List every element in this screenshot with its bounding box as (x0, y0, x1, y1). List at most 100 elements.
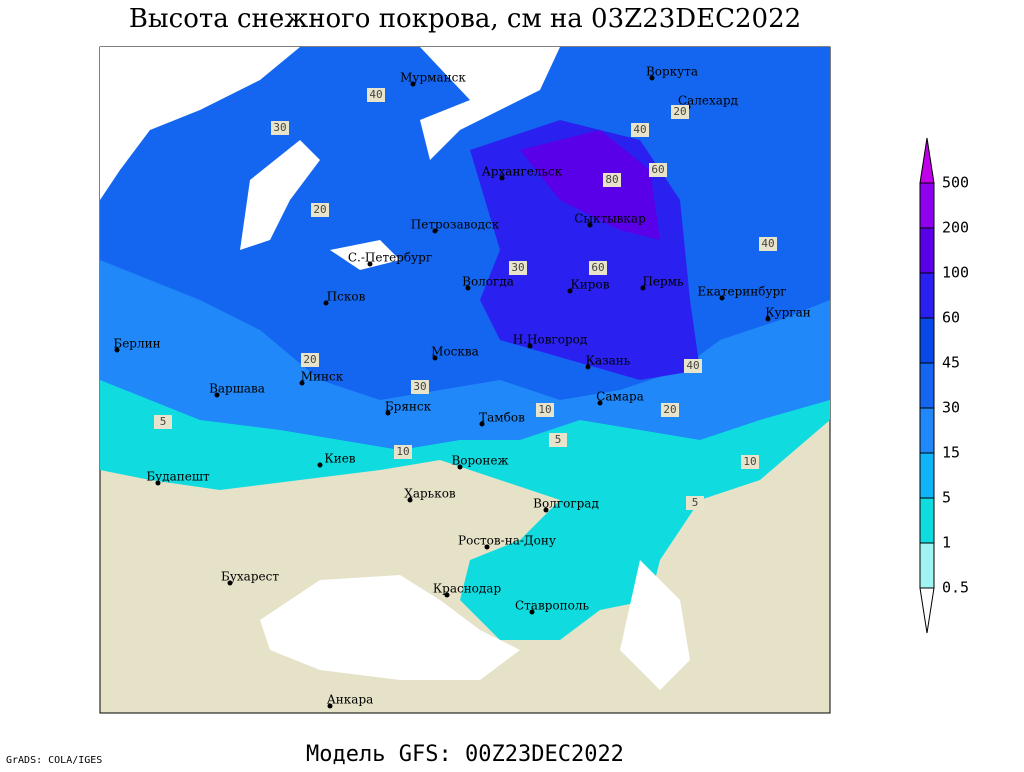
city-dot (432, 355, 438, 361)
city-dot (479, 421, 485, 427)
contour-label: 80 (605, 173, 618, 186)
colorbar-label: 200 (942, 219, 969, 237)
city-label: Харьков (404, 487, 456, 501)
city-dot (587, 222, 593, 228)
city-dot (529, 609, 535, 615)
colorbar-band (919, 227, 935, 274)
colorbar-label: 100 (942, 264, 969, 282)
city-label: Краснодар (433, 582, 502, 596)
city-dot (299, 380, 305, 386)
city-label: Салехард (678, 94, 738, 108)
city-label: Петрозаводск (411, 218, 500, 232)
contour-label-bg (509, 261, 527, 275)
contour-label-bg (741, 455, 759, 469)
colorbar-label: 45 (942, 354, 960, 372)
colorbar-band (919, 182, 935, 229)
city-label: Мурманск (400, 71, 466, 85)
city-dot (385, 410, 391, 416)
contour-label-bg (271, 121, 289, 135)
colorbar-band (919, 542, 935, 589)
city-dot (407, 497, 413, 503)
contour-label-bg (684, 359, 702, 373)
city-dot (457, 464, 463, 470)
colorbar-band (919, 317, 935, 364)
colorbar: 500 200 100 60 45 30 15 5 1 0.5 (919, 137, 969, 634)
contour-label-bg (549, 433, 567, 447)
contour-label: 40 (761, 237, 774, 250)
colorbar-bottom (919, 587, 935, 634)
caspian-sea (620, 560, 690, 690)
colorbar-label: 1 (942, 534, 951, 552)
city-dot (484, 544, 490, 550)
colorbar-band (919, 362, 935, 409)
contour-label: 40 (686, 359, 699, 372)
city-dot (465, 285, 471, 291)
city-label: Пермь (642, 275, 684, 289)
credit: GrADS: COLA/IGES (6, 755, 102, 766)
contour-label: 40 (633, 123, 646, 136)
city-label: Самара (596, 390, 644, 404)
contour-label-bg (603, 173, 621, 187)
contour-label-bg (301, 353, 319, 367)
city-label: Волгоград (533, 497, 599, 511)
city-dot (214, 392, 220, 398)
city-label: Псков (327, 290, 366, 304)
contour-label: 5 (160, 415, 167, 428)
city-dot (640, 285, 646, 291)
colorbar-band (919, 407, 935, 454)
contour-label: 30 (273, 121, 286, 134)
contour-label-bg (631, 123, 649, 137)
city-dot (649, 75, 655, 81)
colorbar-label: 0.5 (942, 579, 969, 597)
contour-label-bg (311, 203, 329, 217)
contour-label-bg (154, 415, 172, 429)
city-dot (527, 343, 533, 349)
city-label: Н.Новгород (513, 333, 588, 347)
black-sea (260, 575, 520, 680)
city-label: Вологда (462, 275, 514, 289)
contour-label-bg (367, 88, 385, 102)
city-label: Ростов-на-Дону (458, 534, 556, 548)
city-label: Воркута (646, 65, 698, 79)
city-label: Тамбов (479, 411, 525, 425)
city-label: Киев (324, 452, 355, 466)
colorbar-band (919, 497, 935, 544)
city-label: Москва (431, 345, 479, 359)
contour-label-bg (411, 380, 429, 394)
city-label: Киров (571, 278, 610, 292)
city-dot (444, 592, 450, 598)
baltic-sea (240, 140, 400, 270)
contour-label: 20 (303, 353, 316, 366)
city-label: Архангельск (482, 165, 563, 179)
city-label: Берлин (113, 337, 160, 351)
map-labels: Мурманск Воркута Салехард Архангельск Сыктыв… (113, 65, 811, 709)
contour-label: 60 (591, 261, 604, 274)
colorbar-band (919, 452, 935, 499)
contour-label-bg (661, 403, 679, 417)
city-dot (432, 228, 438, 234)
city-dot (155, 480, 161, 486)
city-label: Брянск (385, 400, 432, 414)
city-label: Анкара (327, 693, 374, 707)
contour-label-bg (759, 237, 777, 251)
colorbar-label: 15 (942, 444, 960, 462)
city-dot (585, 364, 591, 370)
city-label: Воронеж (451, 454, 508, 468)
contour-label: 30 (413, 380, 426, 393)
contour-label: 5 (555, 433, 562, 446)
colorbar-label: 30 (942, 399, 960, 417)
city-label: Бухарест (221, 570, 279, 584)
city-label: Будапешт (146, 470, 210, 484)
contour-label-bg (671, 105, 689, 119)
white-sea (420, 47, 560, 160)
city-label: Минск (301, 370, 344, 384)
snow-100 (520, 130, 660, 240)
city-label: С.-Петербург (348, 251, 432, 265)
city-label: Екатеринбург (697, 285, 786, 299)
contour-label: 10 (743, 455, 756, 468)
contour-label: 30 (511, 261, 524, 274)
city-dot (114, 347, 120, 353)
map (99, 46, 831, 714)
sea-norway (100, 47, 300, 200)
